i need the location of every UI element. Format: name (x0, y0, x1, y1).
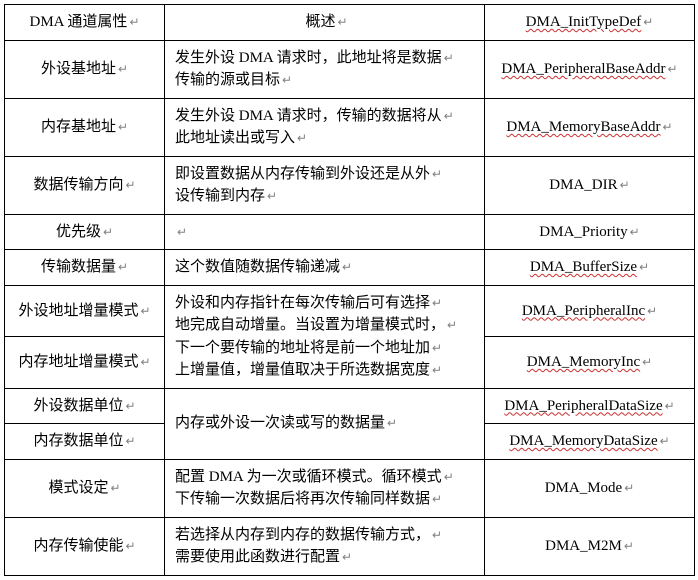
table-row: 外设地址增量模式↵外设和内存指针在每次传输后可有选择↵地完成自动增量。当设置为增… (5, 285, 695, 337)
attr-cell: 内存基地址↵ (5, 98, 165, 156)
return-mark: ↵ (140, 304, 150, 318)
return-mark: ↵ (643, 15, 653, 29)
table-body: 外设基地址↵发生外设 DMA 请求时，此地址将是数据↵传输的源或目标↵DMA_P… (5, 40, 695, 575)
desc-cell: 外设和内存指针在每次传输后可有选择↵地完成自动增量。当设置为增量模式时，↵下一个… (165, 285, 485, 388)
desc-cell: 配置 DMA 为一次或循环模式。循环模式↵下传输一次数据后将再次传输同样数据↵ (165, 459, 485, 517)
code-text: DMA_MemoryDataSize (509, 433, 657, 449)
desc-cell: 即设置数据从内存传输到外设还是从外↵设传输到内存↵ (165, 156, 485, 214)
return-mark: ↵ (647, 304, 657, 318)
code-cell: DMA_Priority↵ (485, 214, 695, 250)
code-cell: DMA_MemoryDataSize↵ (485, 424, 695, 460)
desc-cell: 发生外设 DMA 请求时，此地址将是数据↵传输的源或目标↵ (165, 40, 485, 98)
attr-text: 数据传输方向 (33, 177, 123, 193)
attr-cell: 优先级↵ (5, 214, 165, 250)
return-mark: ↵ (118, 260, 128, 274)
code-text: DMA_DIR (549, 177, 617, 193)
return-mark: ↵ (125, 434, 135, 448)
return-mark: ↵ (110, 481, 120, 495)
table-row: 内存基地址↵发生外设 DMA 请求时，传输的数据将从↵此地址读出或写入↵DMA_… (5, 98, 695, 156)
attr-text: 优先级 (56, 224, 101, 240)
attr-cell: 模式设定↵ (5, 459, 165, 517)
return-mark: ↵ (620, 178, 630, 192)
return-mark: ↵ (624, 539, 634, 553)
code-text: DMA_MemoryBaseAddr (506, 119, 660, 135)
attr-text: 内存地址增量模式 (18, 354, 138, 370)
table-row: 外设基地址↵发生外设 DMA 请求时，此地址将是数据↵传输的源或目标↵DMA_P… (5, 40, 695, 98)
return-mark: ↵ (129, 15, 139, 29)
code-text: DMA_Mode (545, 480, 623, 496)
attr-cell: 传输数据量↵ (5, 250, 165, 286)
code-cell: DMA_DIR↵ (485, 156, 695, 214)
table-row: 数据传输方向↵即设置数据从内存传输到外设还是从外↵设传输到内存↵DMA_DIR↵ (5, 156, 695, 214)
code-text: DMA_PeripheralDataSize (504, 398, 662, 414)
attr-text: 外设数据单位 (33, 398, 123, 414)
attr-text: 外设地址增量模式 (18, 303, 138, 319)
return-mark: ↵ (630, 225, 640, 239)
return-mark: ↵ (624, 481, 634, 495)
table-row: 传输数据量↵这个数值随数据传输递减↵DMA_BufferSize↵ (5, 250, 695, 286)
attr-cell: 数据传输方向↵ (5, 156, 165, 214)
header-desc-text: 概述 (305, 14, 335, 30)
attr-text: 内存传输使能 (33, 538, 123, 554)
return-mark: ↵ (639, 260, 649, 274)
header-desc: 概述↵ (165, 5, 485, 41)
header-attr-text: DMA 通道属性 (30, 14, 128, 30)
code-cell: DMA_MemoryBaseAddr↵ (485, 98, 695, 156)
return-mark: ↵ (118, 62, 128, 76)
code-cell: DMA_PeripheralDataSize↵ (485, 388, 695, 424)
code-cell: DMA_BufferSize↵ (485, 250, 695, 286)
attr-text: 模式设定 (48, 480, 108, 496)
return-mark: ↵ (663, 120, 673, 134)
header-attr: DMA 通道属性↵ (5, 5, 165, 41)
attr-text: 内存数据单位 (33, 433, 123, 449)
code-cell: DMA_PeripheralInc↵ (485, 285, 695, 337)
return-mark: ↵ (125, 399, 135, 413)
code-text: DMA_PeripheralBaseAddr (501, 61, 665, 77)
dma-properties-table: DMA 通道属性↵ 概述↵ DMA_InitTypeDef↵ 外设基地址↵发生外… (4, 4, 695, 576)
code-cell: DMA_M2M↵ (485, 517, 695, 575)
code-text: DMA_M2M (545, 538, 622, 554)
attr-cell: 外设基地址↵ (5, 40, 165, 98)
code-cell: DMA_Mode↵ (485, 459, 695, 517)
table-header-row: DMA 通道属性↵ 概述↵ DMA_InitTypeDef↵ (5, 5, 695, 41)
header-code: DMA_InitTypeDef↵ (485, 5, 695, 41)
desc-cell: 内存或外设一次读或写的数据量↵ (165, 388, 485, 459)
desc-cell: ↵ (165, 214, 485, 250)
table-row: 内存传输使能↵若选择从内存到内存的数据传输方式，↵需要使用此函数进行配置↵DMA… (5, 517, 695, 575)
code-text: DMA_PeripheralInc (522, 303, 645, 319)
table-row: 外设数据单位↵内存或外设一次读或写的数据量↵DMA_PeripheralData… (5, 388, 695, 424)
code-text: DMA_Priority (539, 224, 627, 240)
return-mark: ↵ (103, 225, 113, 239)
attr-text: 传输数据量 (41, 259, 116, 275)
table-row: 优先级↵↵DMA_Priority↵ (5, 214, 695, 250)
attr-cell: 内存数据单位↵ (5, 424, 165, 460)
table-row: 模式设定↵配置 DMA 为一次或循环模式。循环模式↵下传输一次数据后将再次传输同… (5, 459, 695, 517)
attr-cell: 外设地址增量模式↵ (5, 285, 165, 337)
code-text: DMA_BufferSize (530, 259, 637, 275)
attr-cell: 内存传输使能↵ (5, 517, 165, 575)
return-mark: ↵ (125, 539, 135, 553)
code-cell: DMA_MemoryInc↵ (485, 337, 695, 389)
desc-cell: 这个数值随数据传输递减↵ (165, 250, 485, 286)
code-cell: DMA_PeripheralBaseAddr↵ (485, 40, 695, 98)
return-mark: ↵ (668, 62, 678, 76)
attr-cell: 内存地址增量模式↵ (5, 337, 165, 389)
return-mark: ↵ (642, 355, 652, 369)
return-mark: ↵ (140, 355, 150, 369)
code-text: DMA_MemoryInc (527, 354, 640, 370)
return-mark: ↵ (665, 399, 675, 413)
attr-cell: 外设数据单位↵ (5, 388, 165, 424)
attr-text: 内存基地址 (41, 119, 116, 135)
desc-cell: 发生外设 DMA 请求时，传输的数据将从↵此地址读出或写入↵ (165, 98, 485, 156)
return-mark: ↵ (660, 434, 670, 448)
desc-cell: 若选择从内存到内存的数据传输方式，↵需要使用此函数进行配置↵ (165, 517, 485, 575)
return-mark: ↵ (118, 120, 128, 134)
header-code-text: DMA_InitTypeDef (526, 14, 642, 30)
return-mark: ↵ (125, 178, 135, 192)
return-mark: ↵ (337, 15, 347, 29)
attr-text: 外设基地址 (41, 61, 116, 77)
